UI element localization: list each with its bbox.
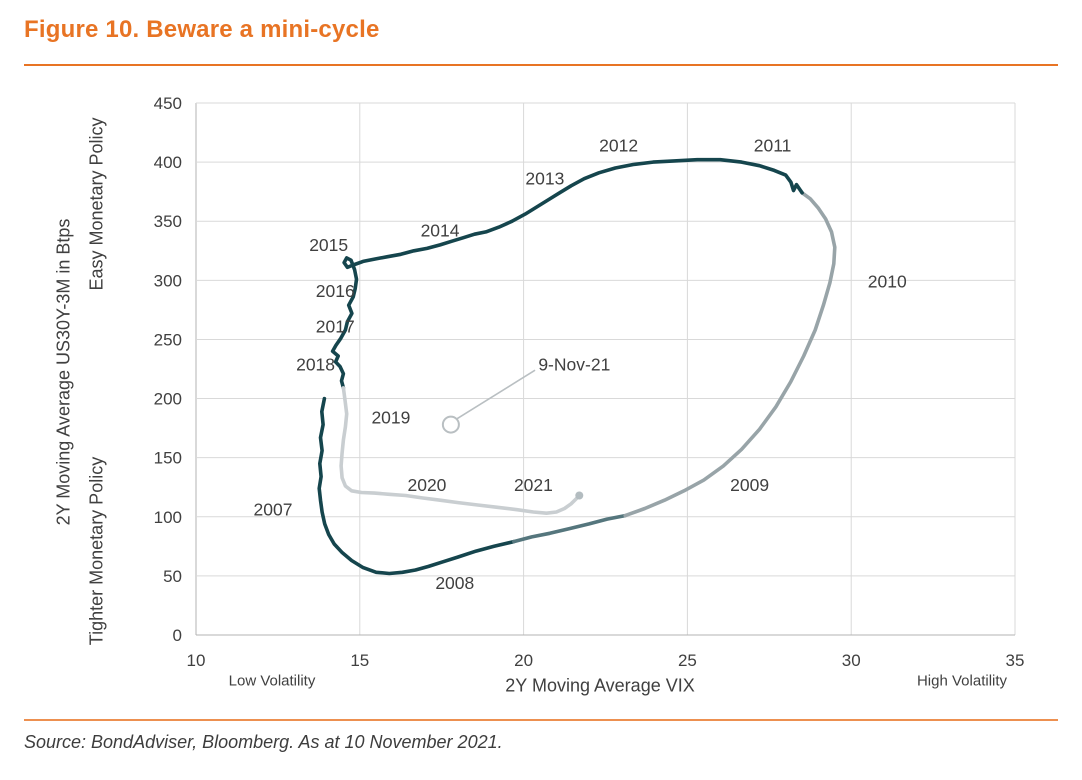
series-2011-2018: [330, 157, 804, 390]
callout-circle-marker: [441, 415, 460, 434]
x-tick-label-20: 20: [514, 651, 533, 670]
y-tick-label-300: 300: [154, 271, 182, 290]
year-label-2012: 2012: [599, 136, 638, 156]
y-tick-label-0: 0: [173, 626, 182, 645]
x-tick-label-35: 35: [1006, 651, 1025, 670]
y-tick-label-250: 250: [154, 330, 182, 349]
title-divider: [24, 64, 1058, 66]
x-tick-label-30: 30: [842, 651, 861, 670]
y-tick-label-450: 450: [154, 94, 182, 113]
footer-divider: [24, 719, 1058, 721]
series-end-marker: [575, 491, 584, 500]
y-axis-sublabel-easy: Easy Monetary Policy: [86, 117, 107, 291]
x-tick-label-10: 10: [187, 651, 206, 670]
year-label-2010: 2010: [868, 272, 907, 292]
y-tick-label-200: 200: [154, 390, 182, 409]
year-label-2019: 2019: [371, 407, 410, 427]
callout-leader-line: [456, 369, 536, 420]
series-2008-2009-transition: [511, 513, 628, 544]
x-axis-sublabel-high: High Volatility: [916, 672, 1008, 690]
source-note: Source: BondAdviser, Bloomberg. As at 10…: [24, 732, 503, 752]
year-label-2020: 2020: [407, 475, 446, 495]
year-label-2015: 2015: [309, 235, 348, 255]
series-2009-2010: [623, 191, 837, 518]
x-tick-label-15: 15: [350, 651, 369, 670]
year-label-2014: 2014: [421, 221, 460, 241]
series-2019-2021: [339, 386, 582, 516]
x-axis-title: 2Y Moving Average VIX: [505, 675, 695, 696]
x-tick-label-25: 25: [678, 651, 697, 670]
year-label-2013: 2013: [525, 169, 564, 189]
y-tick-label-400: 400: [154, 153, 182, 172]
year-label-2008: 2008: [435, 573, 474, 593]
y-tick-label-100: 100: [154, 508, 182, 527]
y-axis-sublabel-tighter: Tighter Monetary Policy: [86, 456, 107, 646]
year-label-2021: 2021: [514, 475, 553, 495]
year-label-2016: 2016: [316, 281, 355, 301]
figure-title: Figure 10. Beware a mini-cycle: [24, 16, 380, 43]
y-axis-title: 2Y Moving Average US30Y-3M in Btps: [53, 218, 74, 526]
year-label-2018: 2018: [296, 354, 335, 374]
x-axis-sublabel-low: Low Volatility: [228, 672, 316, 690]
callout-label: 9-Nov-21: [538, 354, 610, 374]
year-label-2007: 2007: [254, 500, 293, 520]
year-label-2009: 2009: [730, 475, 769, 495]
series-2007-2008: [317, 396, 516, 576]
y-tick-label-350: 350: [154, 212, 182, 231]
year-label-2017: 2017: [316, 316, 355, 336]
year-label-2011: 2011: [754, 136, 792, 156]
y-tick-label-150: 150: [154, 449, 182, 468]
y-tick-label-50: 50: [163, 567, 182, 586]
